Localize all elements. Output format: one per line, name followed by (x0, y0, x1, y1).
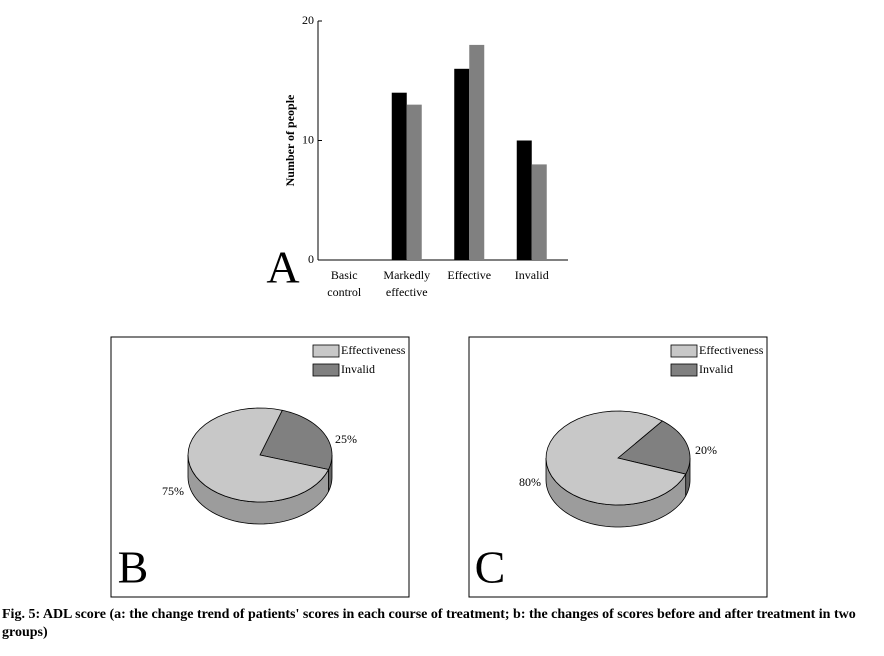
legend-swatch (312, 363, 340, 377)
panel-letter: C (475, 542, 506, 593)
legend-label: Invalid (341, 362, 375, 376)
legend-swatch (670, 344, 698, 358)
value-label: 25% (335, 432, 357, 446)
legend-label: Invalid (699, 362, 733, 376)
x-tick-label: Markedly effective (383, 268, 430, 299)
bar (531, 164, 547, 260)
x-tick-label: Basic control (327, 268, 362, 299)
value-label: 20% (695, 443, 717, 457)
panel-frame (110, 336, 410, 598)
pie-slice (187, 407, 330, 503)
legend-swatch (312, 344, 340, 358)
value-label: 80% (519, 475, 541, 489)
legend-swatch (670, 363, 698, 377)
x-tick-label: Invalid (515, 268, 549, 282)
bar (406, 104, 422, 261)
figure: 0 10 20 Number of people Basic control Markedl… (110, 13, 768, 598)
caption: Fig. 5: ADL score (a: the change trend o… (2, 607, 856, 640)
bar (469, 44, 485, 261)
pie-slice (617, 420, 691, 475)
y-tick-label: 10 (302, 132, 314, 146)
legend-label: Effectiveness (699, 343, 764, 357)
y-axis-label: Number of people (283, 94, 297, 186)
panel-letter: B (118, 542, 149, 593)
y-tick-label: 0 (308, 252, 314, 266)
value-label: 75% (162, 484, 184, 498)
bar (454, 68, 470, 260)
pie-slice (259, 409, 333, 470)
x-tick-label: Effective (447, 268, 491, 282)
panel-letter: A (266, 242, 299, 293)
bar (391, 92, 407, 260)
bar (516, 140, 532, 260)
panel-frame (468, 336, 768, 598)
y-tick-label: 20 (302, 13, 314, 27)
legend-label: Effectiveness (341, 343, 406, 357)
pie-slice (545, 410, 687, 506)
